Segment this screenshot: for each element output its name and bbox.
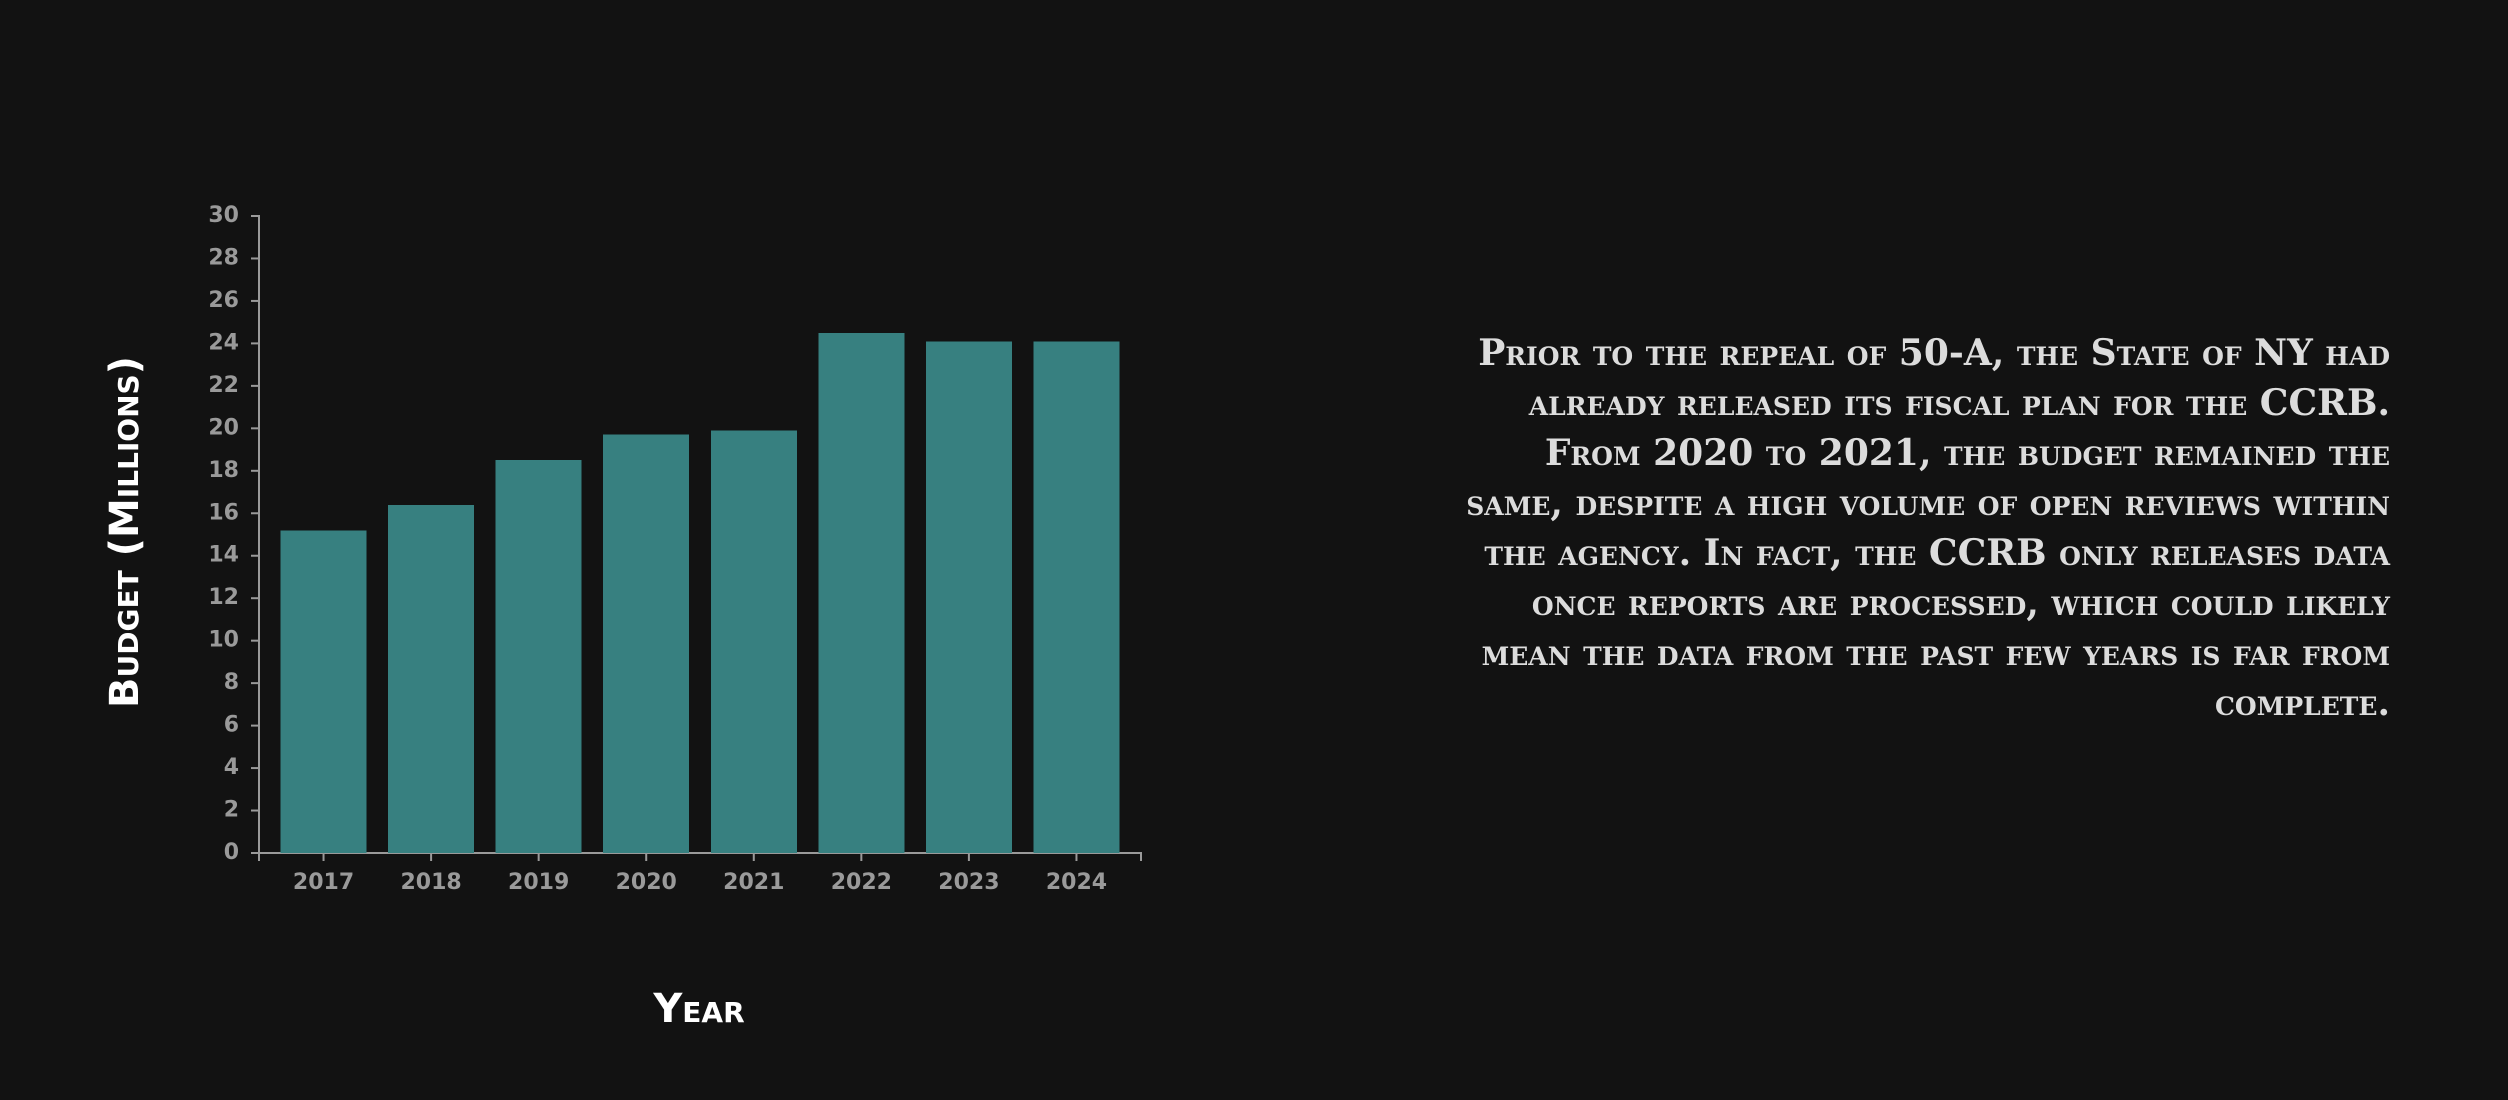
y-tick-label: 0: [224, 840, 239, 865]
x-tick-label: 2022: [831, 870, 892, 895]
x-axis-line: [258, 852, 1142, 861]
x-tick-label: 2019: [508, 870, 569, 895]
description-text: Prior to the repeal of 50-A, the State o…: [1466, 332, 2390, 724]
y-tick-label: 4: [224, 755, 239, 780]
y-tick-label: 10: [208, 628, 239, 653]
y-tick-label: 16: [208, 500, 239, 525]
y-tick-label: 2: [224, 798, 239, 823]
bar-2019: [495, 460, 582, 853]
bar-2018: [388, 504, 475, 853]
bar-2024: [1033, 341, 1120, 853]
x-tick-label: 2021: [723, 870, 784, 895]
y-tick-label: 20: [208, 415, 239, 440]
y-tick-label: 12: [208, 585, 239, 610]
y-axis-title: Budget (Millions): [102, 356, 148, 708]
y-axis-line: [251, 215, 260, 854]
x-axis-title: Year: [652, 986, 744, 1032]
y-tick-label: 28: [208, 245, 239, 270]
bar-2021: [710, 430, 797, 853]
y-tick-label: 14: [208, 543, 239, 568]
y-tick-label: 8: [224, 670, 239, 695]
y-tick-label: 26: [208, 288, 239, 313]
y-tick-label: 6: [224, 713, 239, 738]
x-tick-label: 2017: [293, 870, 354, 895]
bars: [280, 332, 1120, 853]
x-tick-label: 2018: [400, 870, 461, 895]
bar-2022: [818, 332, 905, 853]
x-tick-label: 2020: [616, 870, 677, 895]
x-tick-label: 2024: [1046, 870, 1107, 895]
y-tick-label: 30: [208, 203, 239, 228]
bar-2023: [925, 341, 1012, 853]
x-tick-label: 2023: [938, 870, 999, 895]
bar-2017: [280, 530, 367, 853]
bar-2020: [603, 434, 690, 853]
x-axis: 2017 2018 2019 2020 2021 2022 2023 2024: [258, 852, 1142, 895]
y-tick-label: 18: [208, 458, 239, 483]
y-tick-label: 24: [208, 330, 239, 355]
y-tick-label: 22: [208, 373, 239, 398]
